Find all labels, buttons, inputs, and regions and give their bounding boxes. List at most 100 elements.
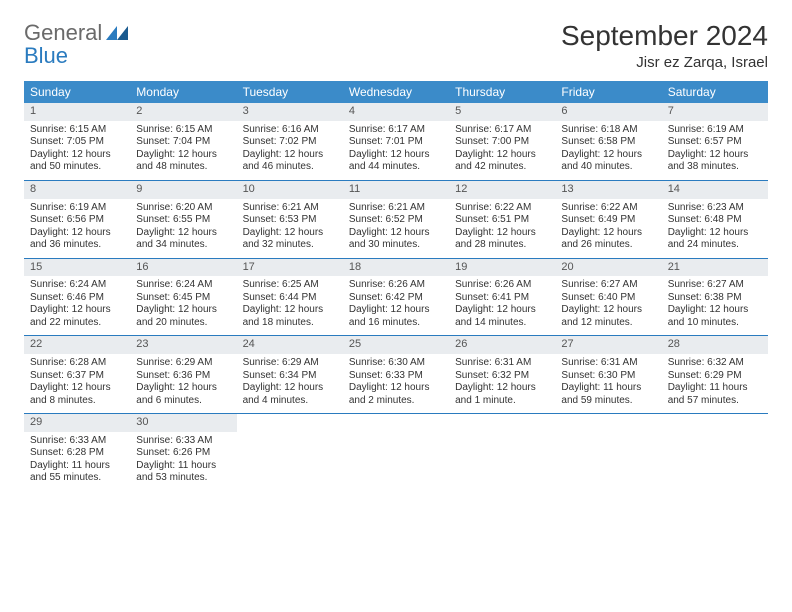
daylight-line2: and 42 minutes.	[455, 161, 549, 174]
day-number: 1	[24, 103, 130, 121]
daylight-line1: Daylight: 12 hours	[349, 382, 443, 395]
daylight-line1: Daylight: 12 hours	[243, 149, 337, 162]
sunset-text: Sunset: 6:29 PM	[668, 370, 762, 383]
daylight-line2: and 12 minutes.	[561, 317, 655, 330]
weekday-header: Sunday	[24, 81, 130, 103]
daylight-line1: Daylight: 12 hours	[30, 382, 124, 395]
day-number: 12	[449, 181, 555, 199]
sunrise-text: Sunrise: 6:33 AM	[136, 435, 230, 448]
day-number: 30	[130, 414, 236, 432]
weekday-header: Wednesday	[343, 81, 449, 103]
day-number: 13	[555, 181, 661, 199]
day-body: Sunrise: 6:18 AMSunset: 6:58 PMDaylight:…	[555, 121, 661, 180]
day-body: Sunrise: 6:15 AMSunset: 7:05 PMDaylight:…	[24, 121, 130, 180]
daylight-line1: Daylight: 12 hours	[455, 149, 549, 162]
daylight-line2: and 26 minutes.	[561, 239, 655, 252]
day-number: 4	[343, 103, 449, 121]
daylight-line2: and 30 minutes.	[349, 239, 443, 252]
calendar-cell: 8Sunrise: 6:19 AMSunset: 6:56 PMDaylight…	[24, 180, 130, 258]
sunrise-text: Sunrise: 6:27 AM	[668, 279, 762, 292]
sunrise-text: Sunrise: 6:24 AM	[30, 279, 124, 292]
day-body: Sunrise: 6:21 AMSunset: 6:53 PMDaylight:…	[237, 199, 343, 258]
day-body: Sunrise: 6:24 AMSunset: 6:46 PMDaylight:…	[24, 276, 130, 335]
day-number: 11	[343, 181, 449, 199]
day-body: Sunrise: 6:25 AMSunset: 6:44 PMDaylight:…	[237, 276, 343, 335]
day-body: Sunrise: 6:22 AMSunset: 6:51 PMDaylight:…	[449, 199, 555, 258]
weekday-header: Tuesday	[237, 81, 343, 103]
calendar-cell	[343, 414, 449, 491]
calendar-row: 8Sunrise: 6:19 AMSunset: 6:56 PMDaylight…	[24, 180, 768, 258]
day-body: Sunrise: 6:16 AMSunset: 7:02 PMDaylight:…	[237, 121, 343, 180]
calendar-cell	[662, 414, 768, 491]
day-body: Sunrise: 6:32 AMSunset: 6:29 PMDaylight:…	[662, 354, 768, 413]
calendar-cell: 13Sunrise: 6:22 AMSunset: 6:49 PMDayligh…	[555, 180, 661, 258]
sunset-text: Sunset: 6:37 PM	[30, 370, 124, 383]
calendar-cell: 29Sunrise: 6:33 AMSunset: 6:28 PMDayligh…	[24, 414, 130, 491]
day-number: 26	[449, 336, 555, 354]
day-number: 3	[237, 103, 343, 121]
sunrise-text: Sunrise: 6:19 AM	[668, 124, 762, 137]
daylight-line1: Daylight: 12 hours	[243, 227, 337, 240]
sunrise-text: Sunrise: 6:18 AM	[561, 124, 655, 137]
calendar-cell: 22Sunrise: 6:28 AMSunset: 6:37 PMDayligh…	[24, 336, 130, 414]
day-body: Sunrise: 6:20 AMSunset: 6:55 PMDaylight:…	[130, 199, 236, 258]
calendar-cell: 21Sunrise: 6:27 AMSunset: 6:38 PMDayligh…	[662, 258, 768, 336]
day-number: 10	[237, 181, 343, 199]
calendar-cell: 10Sunrise: 6:21 AMSunset: 6:53 PMDayligh…	[237, 180, 343, 258]
day-number: 25	[343, 336, 449, 354]
weekday-header: Thursday	[449, 81, 555, 103]
calendar-cell: 9Sunrise: 6:20 AMSunset: 6:55 PMDaylight…	[130, 180, 236, 258]
daylight-line2: and 22 minutes.	[30, 317, 124, 330]
daylight-line1: Daylight: 12 hours	[30, 227, 124, 240]
sunrise-text: Sunrise: 6:28 AM	[30, 357, 124, 370]
daylight-line2: and 16 minutes.	[349, 317, 443, 330]
day-number: 23	[130, 336, 236, 354]
day-number: 20	[555, 259, 661, 277]
calendar-cell: 18Sunrise: 6:26 AMSunset: 6:42 PMDayligh…	[343, 258, 449, 336]
sunrise-text: Sunrise: 6:19 AM	[30, 202, 124, 215]
weekday-header: Friday	[555, 81, 661, 103]
sunset-text: Sunset: 6:46 PM	[30, 292, 124, 305]
calendar-cell: 7Sunrise: 6:19 AMSunset: 6:57 PMDaylight…	[662, 103, 768, 180]
daylight-line1: Daylight: 11 hours	[30, 460, 124, 473]
logo-text-blue: Blue	[24, 43, 68, 69]
daylight-line2: and 59 minutes.	[561, 395, 655, 408]
sunrise-text: Sunrise: 6:17 AM	[455, 124, 549, 137]
sunset-text: Sunset: 6:38 PM	[668, 292, 762, 305]
daylight-line2: and 50 minutes.	[30, 161, 124, 174]
calendar-table: Sunday Monday Tuesday Wednesday Thursday…	[24, 81, 768, 491]
day-number: 8	[24, 181, 130, 199]
calendar-cell: 30Sunrise: 6:33 AMSunset: 6:26 PMDayligh…	[130, 414, 236, 491]
daylight-line1: Daylight: 12 hours	[455, 382, 549, 395]
calendar-cell: 25Sunrise: 6:30 AMSunset: 6:33 PMDayligh…	[343, 336, 449, 414]
calendar-cell: 26Sunrise: 6:31 AMSunset: 6:32 PMDayligh…	[449, 336, 555, 414]
day-number: 29	[24, 414, 130, 432]
sunset-text: Sunset: 6:36 PM	[136, 370, 230, 383]
day-body: Sunrise: 6:29 AMSunset: 6:34 PMDaylight:…	[237, 354, 343, 413]
daylight-line2: and 38 minutes.	[668, 161, 762, 174]
sunset-text: Sunset: 6:45 PM	[136, 292, 230, 305]
sunset-text: Sunset: 7:00 PM	[455, 136, 549, 149]
daylight-line1: Daylight: 12 hours	[668, 304, 762, 317]
sunset-text: Sunset: 6:52 PM	[349, 214, 443, 227]
calendar-cell: 15Sunrise: 6:24 AMSunset: 6:46 PMDayligh…	[24, 258, 130, 336]
sunset-text: Sunset: 6:53 PM	[243, 214, 337, 227]
daylight-line2: and 32 minutes.	[243, 239, 337, 252]
daylight-line2: and 34 minutes.	[136, 239, 230, 252]
daylight-line2: and 53 minutes.	[136, 472, 230, 485]
day-number: 9	[130, 181, 236, 199]
sunset-text: Sunset: 6:48 PM	[668, 214, 762, 227]
weekday-header: Saturday	[662, 81, 768, 103]
calendar-cell	[555, 414, 661, 491]
daylight-line1: Daylight: 12 hours	[349, 149, 443, 162]
sunset-text: Sunset: 7:02 PM	[243, 136, 337, 149]
sunrise-text: Sunrise: 6:29 AM	[243, 357, 337, 370]
sunrise-text: Sunrise: 6:21 AM	[349, 202, 443, 215]
header: General September 2024 Jisr ez Zarqa, Is…	[24, 20, 768, 71]
calendar-cell: 6Sunrise: 6:18 AMSunset: 6:58 PMDaylight…	[555, 103, 661, 180]
daylight-line2: and 40 minutes.	[561, 161, 655, 174]
day-number: 19	[449, 259, 555, 277]
month-title: September 2024	[561, 20, 768, 52]
day-number: 28	[662, 336, 768, 354]
daylight-line2: and 4 minutes.	[243, 395, 337, 408]
